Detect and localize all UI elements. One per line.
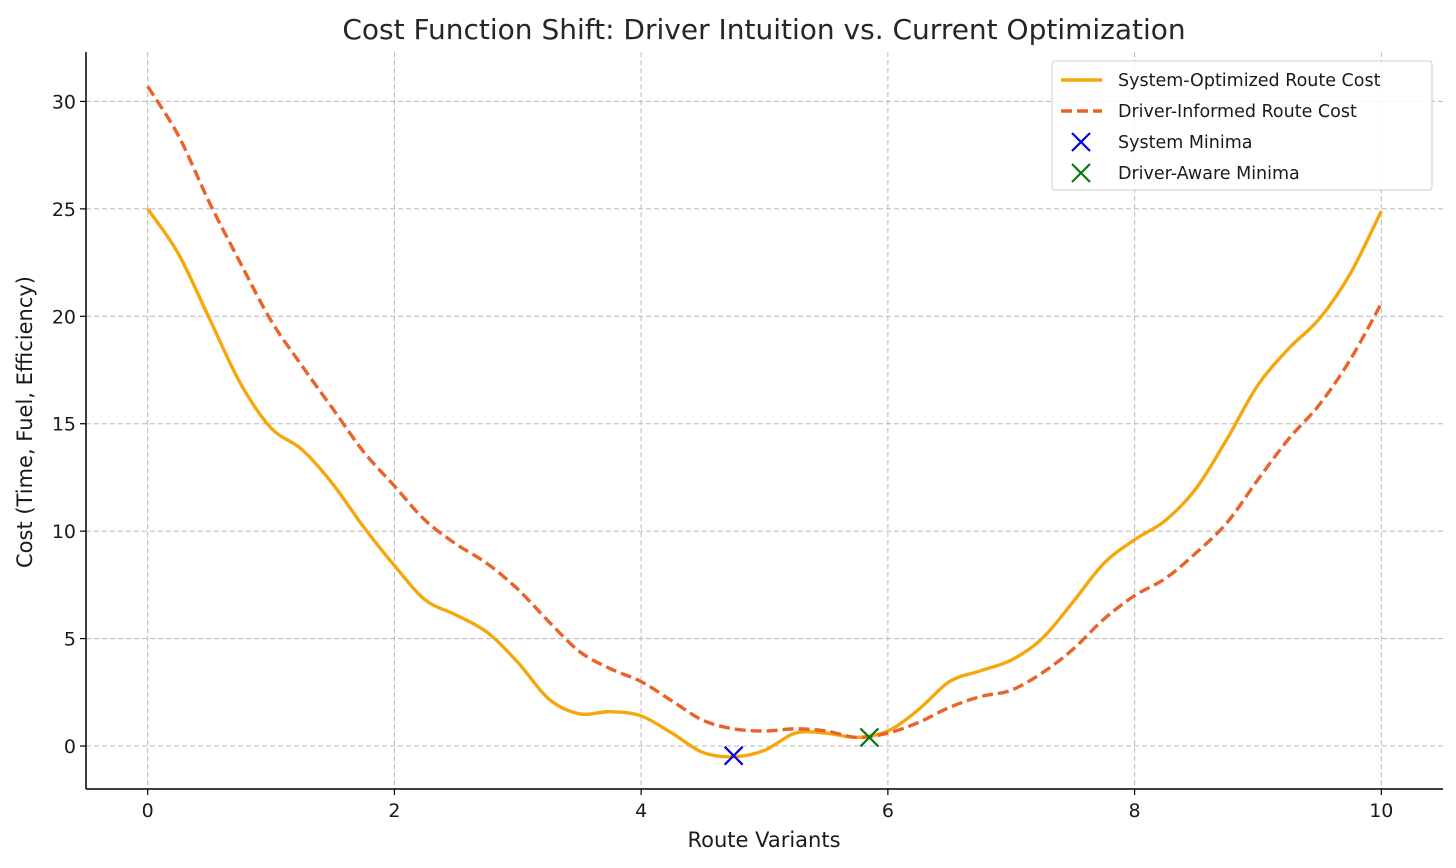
legend-swatch [1071,132,1091,152]
y-tick-label: 15 [52,414,76,436]
y-tick-label: 10 [52,521,76,543]
x-tick-label: 4 [635,800,647,822]
legend-box [1051,60,1433,191]
minima-marker [723,745,744,766]
y-axis-label: Cost (Time, Fuel, Efficiency) [13,276,37,568]
y-tick-label: 5 [64,629,76,651]
x-tick-label: 10 [1369,800,1393,822]
series-layer [146,85,1383,759]
y-tick-label: 30 [52,91,76,113]
x-tick-label: 6 [882,800,894,822]
legend-label: System Minima [1118,133,1253,153]
legend: System-Optimized Route Cost Driver-Inform… [1051,60,1433,191]
axes: 0 2 4 6 8 10 0 5 10 15 20 25 30 [52,52,1443,822]
legend-label: System-Optimized Route Cost [1118,71,1381,91]
y-tick-label: 20 [52,306,76,328]
series-line-2 [146,85,1383,740]
x-tick-label: 0 [142,800,154,822]
legend-swatch [1071,163,1091,183]
series-line-1 [146,207,1383,759]
y-tick-label: 0 [64,736,76,758]
y-tick-label: 25 [52,199,76,221]
minima-marker [859,727,880,748]
x-tick-label: 2 [388,800,400,822]
chart-title: Cost Function Shift: Driver Intuition vs… [342,13,1185,46]
legend-label: Driver-Aware Minima [1118,164,1300,184]
x-axis-label: Route Variants [687,828,840,852]
marker-layer [723,727,880,766]
x-tick-label: 8 [1129,800,1141,822]
legend-label: Driver-Informed Route Cost [1118,102,1357,122]
